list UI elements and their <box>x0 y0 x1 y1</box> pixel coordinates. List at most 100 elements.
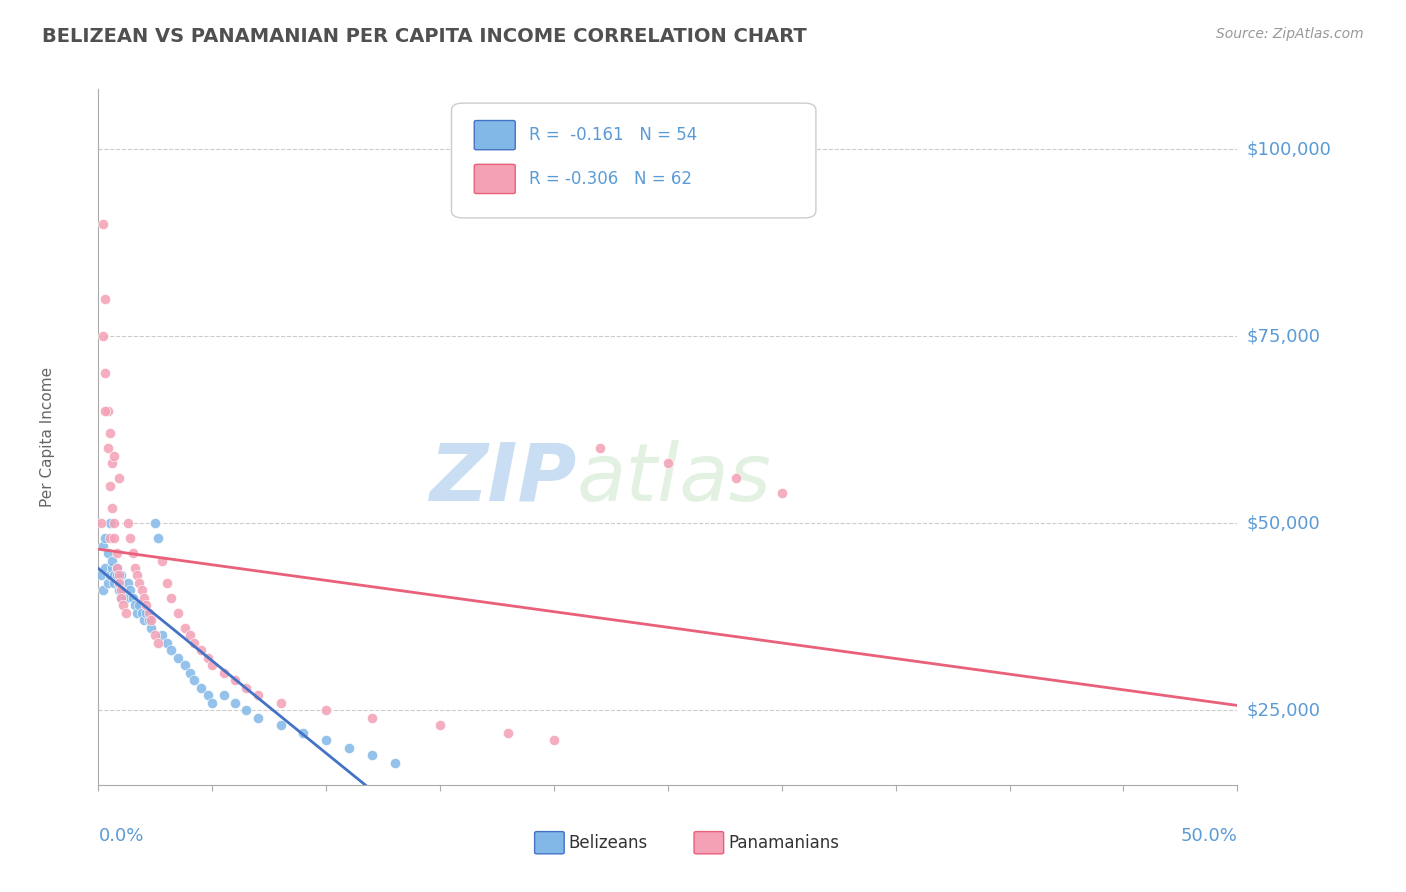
Point <box>150 553 173 567</box>
Point <box>212 688 235 702</box>
Point <box>138 613 160 627</box>
Point <box>224 696 246 710</box>
Point <box>498 725 520 739</box>
Point <box>120 583 142 598</box>
Point <box>110 568 132 582</box>
Point <box>103 531 125 545</box>
Point <box>246 711 269 725</box>
Point <box>139 621 162 635</box>
Point <box>135 599 157 613</box>
Text: $75,000: $75,000 <box>1246 327 1320 345</box>
Point <box>121 591 143 605</box>
Point <box>315 703 337 717</box>
Point <box>98 426 121 441</box>
Point <box>725 471 748 485</box>
Text: Panamanians: Panamanians <box>728 834 839 852</box>
Point <box>110 591 132 605</box>
Point <box>112 583 135 598</box>
Point <box>91 583 114 598</box>
Point <box>146 531 169 545</box>
Point <box>135 606 157 620</box>
Text: Belizeans: Belizeans <box>569 834 648 852</box>
Point <box>224 673 246 688</box>
Point <box>108 568 131 582</box>
Point <box>132 613 155 627</box>
Point <box>190 681 212 695</box>
Point <box>235 703 257 717</box>
Point <box>91 329 114 343</box>
Point <box>91 539 114 553</box>
Point <box>110 583 132 598</box>
Point <box>103 568 125 582</box>
Point <box>131 606 153 620</box>
Point <box>124 599 146 613</box>
Point <box>108 471 131 485</box>
Point <box>174 621 197 635</box>
Point <box>770 486 793 500</box>
Point <box>94 531 117 545</box>
Point <box>90 568 112 582</box>
Point <box>121 546 143 560</box>
Point <box>197 650 219 665</box>
Point <box>105 561 128 575</box>
Point <box>96 442 118 456</box>
Point <box>98 516 121 530</box>
Point <box>94 292 117 306</box>
Point <box>127 568 149 582</box>
Point <box>270 718 292 732</box>
Point <box>91 217 114 231</box>
Point <box>190 643 212 657</box>
Point <box>150 628 173 642</box>
Text: atlas: atlas <box>576 440 772 518</box>
Point <box>101 456 124 470</box>
Point <box>117 516 139 530</box>
Point <box>657 456 679 470</box>
Point <box>235 681 257 695</box>
Point <box>179 665 201 680</box>
Point <box>131 583 153 598</box>
Point <box>292 725 315 739</box>
Text: $100,000: $100,000 <box>1246 140 1331 158</box>
Point <box>167 606 190 620</box>
Point <box>212 665 235 680</box>
Point <box>101 561 124 575</box>
Point <box>105 568 128 582</box>
Point <box>145 628 167 642</box>
Text: $25,000: $25,000 <box>1246 701 1320 719</box>
Point <box>201 696 224 710</box>
Point <box>156 576 179 591</box>
Point <box>94 404 117 418</box>
Point <box>90 516 112 530</box>
Point <box>270 696 292 710</box>
FancyBboxPatch shape <box>534 831 564 854</box>
Text: 50.0%: 50.0% <box>1181 827 1237 845</box>
Point <box>120 531 142 545</box>
Point <box>103 516 125 530</box>
Point <box>139 613 162 627</box>
Point <box>167 650 190 665</box>
Point <box>145 516 167 530</box>
Point <box>588 442 610 456</box>
Point <box>94 561 117 575</box>
Point <box>105 561 128 575</box>
Point <box>146 636 169 650</box>
Point <box>174 658 197 673</box>
Point <box>108 583 131 598</box>
Point <box>96 546 118 560</box>
Point <box>128 599 150 613</box>
Point <box>201 658 224 673</box>
Point <box>96 404 118 418</box>
Point <box>160 591 183 605</box>
Point <box>98 531 121 545</box>
FancyBboxPatch shape <box>695 831 724 854</box>
Point <box>98 479 121 493</box>
Text: ZIP: ZIP <box>429 440 576 518</box>
Point <box>429 718 451 732</box>
Point <box>98 568 121 582</box>
Point <box>315 733 337 747</box>
Point <box>183 636 205 650</box>
Point <box>360 747 382 762</box>
Point <box>337 740 360 755</box>
Text: 0.0%: 0.0% <box>98 827 143 845</box>
Point <box>103 576 125 591</box>
